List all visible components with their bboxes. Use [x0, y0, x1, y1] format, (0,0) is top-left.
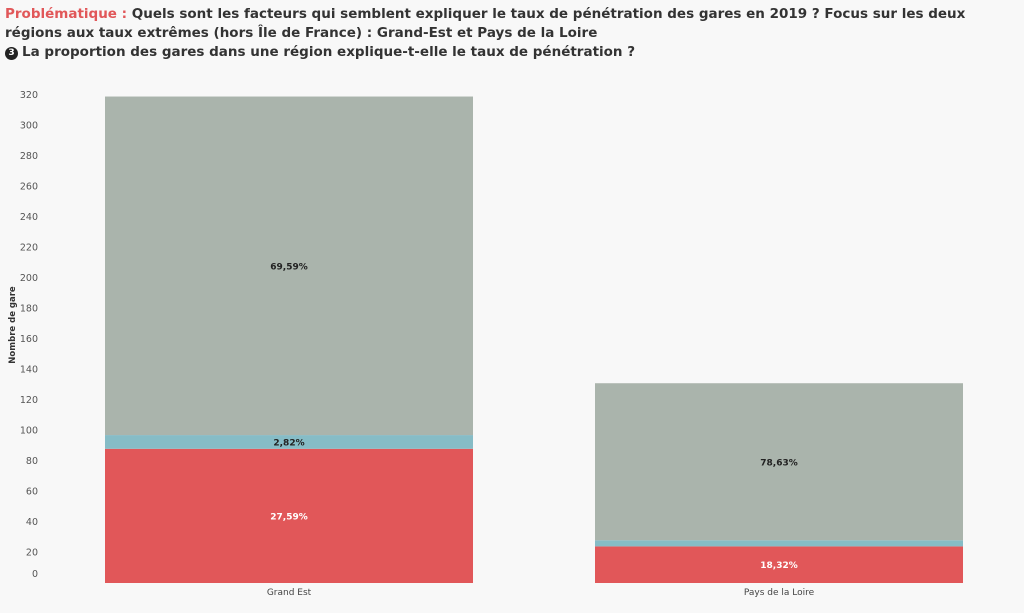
category-label: Grand Est — [267, 588, 312, 598]
bar-segment — [105, 96, 473, 436]
bar-segment — [105, 435, 473, 449]
y-tick-label: 200 — [20, 273, 38, 284]
sub-question: 3 La proportion des gares dans une région… — [5, 43, 1020, 62]
problem-prefix: Problématique : — [5, 6, 128, 22]
y-tick-label: 160 — [20, 334, 38, 345]
bars-group: 27,59% 2,82% 69,59% 18,32% 78,63% — [105, 96, 963, 583]
category-label: Pays de la Loire — [744, 588, 815, 598]
bar-segment — [595, 540, 963, 547]
x-axis: Grand Est Pays de la Loire — [267, 588, 815, 598]
y-tick-label: 280 — [20, 151, 38, 162]
bar-segment-label: 78,63% — [760, 458, 798, 468]
y-tick-label: 20 — [26, 548, 38, 559]
y-tick-label: 0 — [32, 569, 38, 580]
y-axis: 0 20 40 60 80 100 120 140 160 180 200 220 240 260 280 3… — [20, 90, 38, 580]
y-tick-label: 60 — [26, 487, 38, 498]
bar-segment-label: 27,59% — [270, 512, 308, 522]
y-tick-label: 260 — [20, 182, 38, 193]
y-tick-label: 320 — [20, 90, 38, 101]
bar-segment — [595, 383, 963, 541]
y-tick-label: 240 — [20, 212, 38, 223]
y-tick-label: 300 — [20, 121, 38, 132]
sub-question-text: La proportion des gares dans une région … — [22, 44, 636, 60]
y-tick-label: 40 — [26, 517, 38, 528]
bar-segment — [595, 546, 963, 583]
y-tick-label: 140 — [20, 365, 38, 376]
y-axis-label: Nombre de gare — [8, 286, 18, 364]
problem-statement: Problématique : Quels sont les facteurs … — [5, 5, 1020, 43]
bar-segment-label: 18,32% — [760, 561, 798, 571]
bar-segment-label: 69,59% — [270, 262, 308, 272]
y-tick-label: 180 — [20, 304, 38, 315]
step-number-badge: 3 — [5, 47, 18, 60]
bar-segment-label: 2,82% — [273, 438, 304, 448]
y-tick-label: 120 — [20, 395, 38, 406]
y-tick-label: 80 — [26, 456, 38, 467]
bar-segment — [105, 448, 473, 583]
y-tick-label: 100 — [20, 426, 38, 437]
y-tick-label: 220 — [20, 243, 38, 254]
chart-header: Problématique : Quels sont les facteurs … — [5, 5, 1020, 62]
problem-question: Quels sont les facteurs qui semblent exp… — [5, 6, 966, 41]
